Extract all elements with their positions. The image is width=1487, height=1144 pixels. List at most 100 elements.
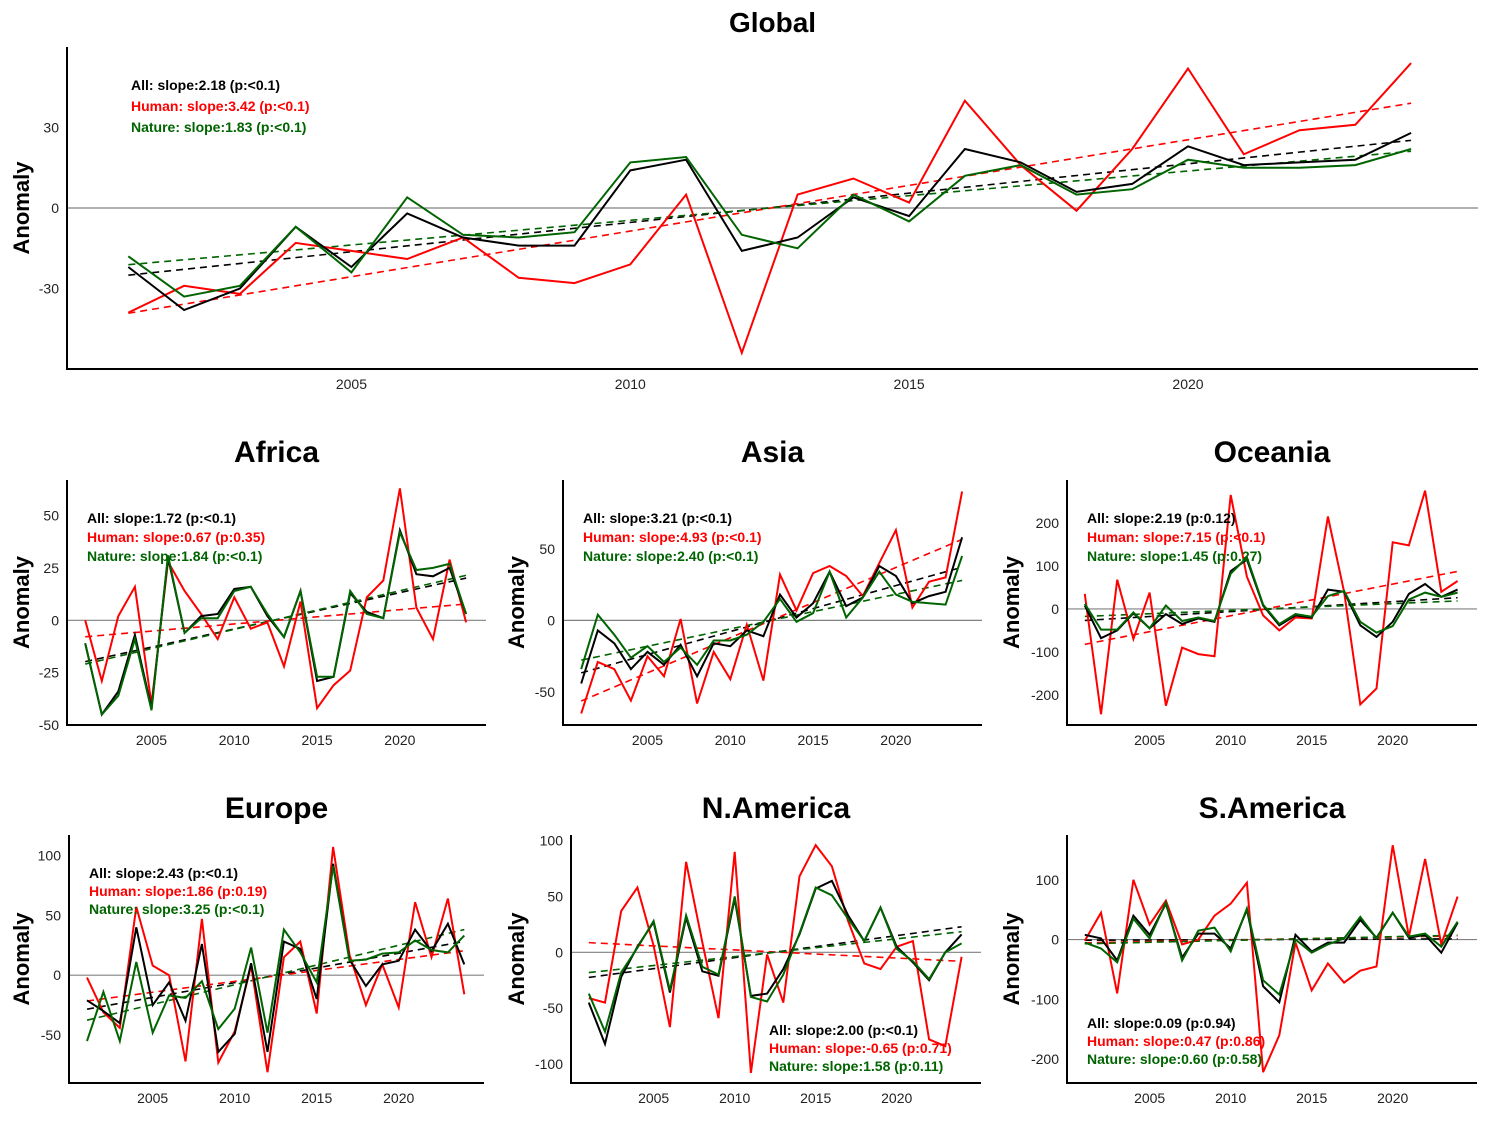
annotation-all: All: slope:1.72 (p:<0.1) <box>87 510 236 526</box>
y-tick-label: 0 <box>51 200 59 216</box>
y-axis-label: Anomaly <box>999 555 1024 649</box>
panel-oceania: Oceania Anomaly -200 -100 0 100 200 2005 2010 201… <box>999 436 1477 748</box>
x-tick-label: 2010 <box>615 376 646 392</box>
y-tick-label: -50 <box>535 684 555 700</box>
panel-title: Asia <box>741 436 805 469</box>
y-tick-label: 50 <box>547 888 563 904</box>
x-tick-label: 2020 <box>384 732 415 748</box>
panel-europe: Europe Anomaly -50 0 50 100 2005 2010 2015 2020 Al… <box>9 792 484 1106</box>
panel-title: Oceania <box>1214 436 1331 469</box>
panel-global: Global Anomaly -30 0 30 2005 2010 2015 2020 All: … <box>9 7 1478 392</box>
y-tick-label: 25 <box>43 560 59 576</box>
series-line-all <box>1083 557 1459 640</box>
x-tick-label: 2005 <box>1134 1090 1165 1106</box>
annotation-human: Human: slope:7.15 (p:<0.1) <box>1087 529 1266 545</box>
panel-n-america: N.America Anomaly -100 -50 0 50 100 2005 2010 201… <box>504 792 981 1106</box>
series-line-nature <box>1083 555 1458 634</box>
panel-asia: Asia Anomaly -50 0 50 2005 2010 2015 2020 All: sl… <box>504 436 982 748</box>
x-tick-label: 2010 <box>1215 1090 1246 1106</box>
series-line-human <box>1083 845 1459 1073</box>
annotation-nature: Nature: slope:1.58 (p:0.11) <box>769 1058 943 1074</box>
annotation-nature: Nature: slope:3.25 (p:<0.1) <box>89 901 264 917</box>
trend-line-human <box>588 941 962 963</box>
x-tick-label: 2020 <box>881 1090 912 1106</box>
y-tick-label: -100 <box>1031 991 1059 1007</box>
trend-line-nature <box>86 928 465 1021</box>
series-line-human <box>84 488 468 711</box>
x-tick-label: 2005 <box>136 732 167 748</box>
trend-line-nature <box>128 150 1412 266</box>
y-axis-label: Anomaly <box>9 555 34 649</box>
series-line-human <box>86 846 466 1073</box>
y-tick-label: 50 <box>45 907 61 923</box>
series-line-nature <box>127 148 1412 298</box>
series-line-human <box>1083 490 1459 715</box>
y-axis-label: Anomaly <box>504 555 529 649</box>
x-tick-label: 2010 <box>219 732 250 748</box>
annotation-all: All: slope:2.18 (p:<0.1) <box>131 77 280 93</box>
x-tick-label: 2020 <box>880 732 911 748</box>
y-tick-label: 100 <box>540 833 564 849</box>
annotation-nature: Nature: slope:0.60 (p:0.58) <box>1087 1051 1262 1067</box>
annotation-human: Human: slope:1.86 (p:0.19) <box>89 883 267 899</box>
y-tick-label: 0 <box>555 944 563 960</box>
y-axis-label: Anomaly <box>9 912 34 1006</box>
panel-title: Europe <box>225 792 328 825</box>
annotation-human: Human: slope:4.93 (p:<0.1) <box>583 529 762 545</box>
y-tick-label: -100 <box>1031 644 1059 660</box>
y-tick-label: 30 <box>43 120 59 136</box>
annotation-human: Human: slope:-0.65 (p:0.71) <box>769 1040 952 1056</box>
series-line-human <box>127 62 1412 356</box>
annotation-nature: Nature: slope:2.40 (p:<0.1) <box>583 548 758 564</box>
annotation-human: Human: slope:3.42 (p:<0.1) <box>131 98 310 114</box>
x-tick-label: 2015 <box>301 732 332 748</box>
annotation-human: Human: slope:0.67 (p:0.35) <box>87 529 265 545</box>
series-line-human <box>588 843 963 1074</box>
x-tick-label: 2020 <box>383 1090 414 1106</box>
panel-title: S.America <box>1199 792 1346 825</box>
y-tick-label: 50 <box>43 508 59 524</box>
panel-s-america: S.America Anomaly -200 -100 0 100 2005 2010 2015… <box>999 792 1477 1106</box>
y-tick-label: 100 <box>1036 872 1060 888</box>
x-tick-label: 2005 <box>1134 732 1165 748</box>
x-tick-label: 2005 <box>336 376 367 392</box>
y-tick-label: 0 <box>51 612 59 628</box>
annotation-nature: Nature: slope:1.83 (p:<0.1) <box>131 119 306 135</box>
x-tick-label: 2010 <box>1215 732 1246 748</box>
x-tick-label: 2020 <box>1377 732 1408 748</box>
trend-line-all <box>86 940 465 1010</box>
trend-line-human <box>85 603 467 638</box>
x-tick-label: 2015 <box>894 376 925 392</box>
panel-africa: Africa Anomaly -50 -25 0 25 50 2005 2010 2015 2020… <box>9 436 486 748</box>
panel-title: Global <box>729 7 816 38</box>
x-tick-label: 2010 <box>719 1090 750 1106</box>
y-tick-label: -100 <box>535 1056 563 1072</box>
y-tick-label: 0 <box>1051 932 1059 948</box>
y-tick-label: -50 <box>41 1027 61 1043</box>
y-tick-label: 100 <box>1036 558 1060 574</box>
panel-title: Africa <box>234 436 319 469</box>
trend-line-all <box>588 925 962 979</box>
y-tick-label: 0 <box>547 612 555 628</box>
y-tick-label: -200 <box>1031 687 1059 703</box>
trend-line-nature <box>588 930 962 974</box>
annotation-all: All: slope:3.21 (p:<0.1) <box>583 510 732 526</box>
trend-line-human <box>1084 570 1458 646</box>
annotation-nature: Nature: slope:1.45 (p:0.27) <box>1087 548 1262 564</box>
trend-line-nature <box>1084 600 1458 618</box>
y-tick-label: -200 <box>1031 1051 1059 1067</box>
x-tick-label: 2015 <box>1296 1090 1327 1106</box>
series-line-all <box>127 131 1412 312</box>
y-tick-label: -25 <box>39 665 59 681</box>
series-line-nature <box>86 865 466 1045</box>
x-tick-label: 2005 <box>632 732 663 748</box>
series-line-nature <box>580 555 964 670</box>
y-tick-label: -30 <box>39 281 59 297</box>
y-tick-label: 200 <box>1036 515 1060 531</box>
series-line-human <box>580 491 964 714</box>
x-tick-label: 2010 <box>219 1090 250 1106</box>
annotation-all: All: slope:2.00 (p:<0.1) <box>769 1022 918 1038</box>
x-tick-label: 2005 <box>638 1090 669 1106</box>
annotation-human: Human: slope:0.47 (p:0.86) <box>1087 1033 1265 1049</box>
